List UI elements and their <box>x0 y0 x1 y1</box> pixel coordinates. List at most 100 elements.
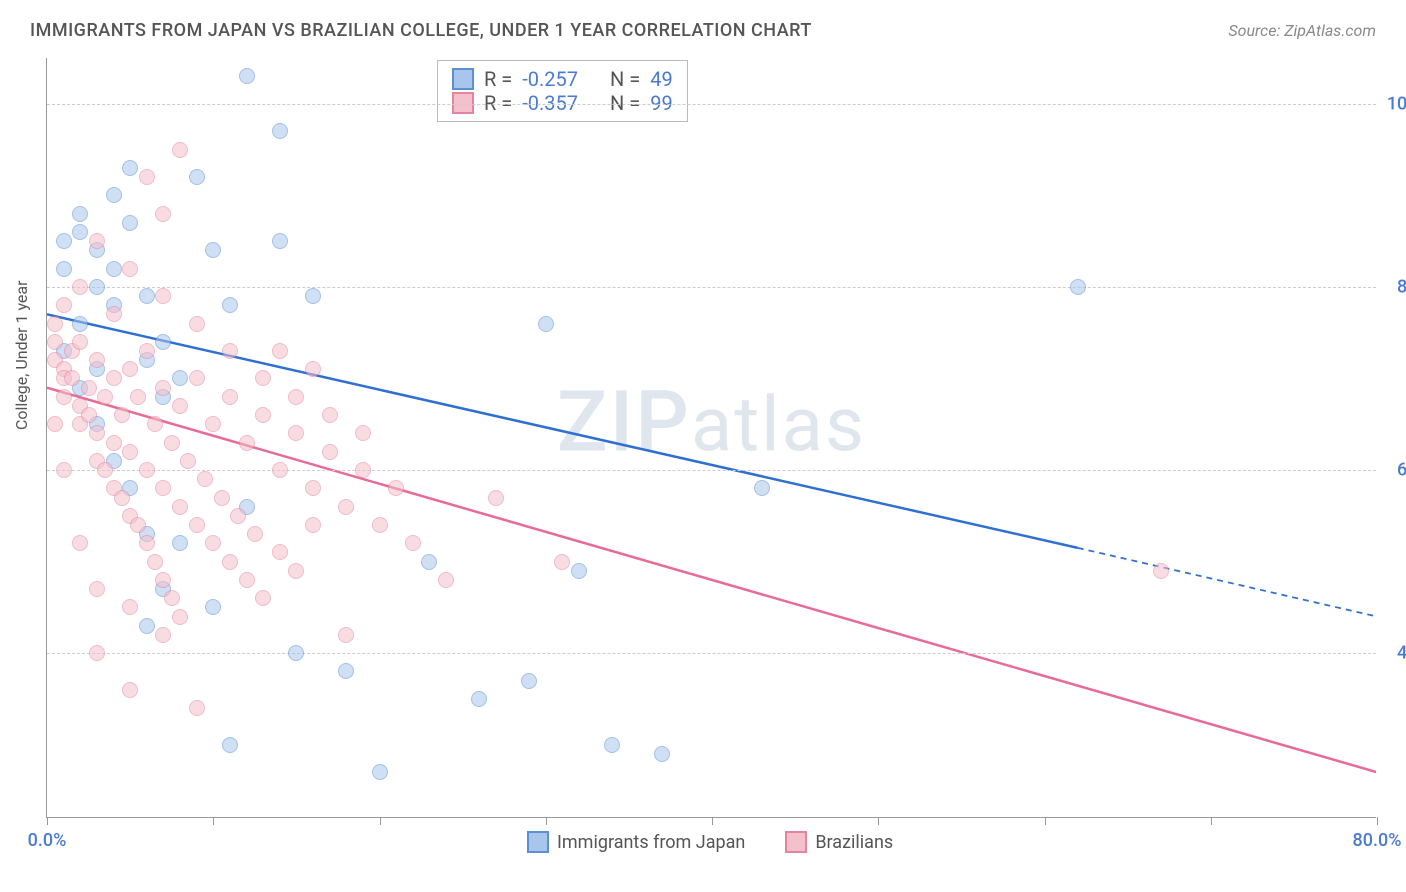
x-tick <box>712 817 713 825</box>
data-point <box>172 398 188 414</box>
data-point <box>155 334 171 350</box>
data-point <box>122 361 138 377</box>
data-point <box>122 261 138 277</box>
data-point <box>571 563 587 579</box>
data-point <box>205 599 221 615</box>
data-point <box>155 288 171 304</box>
y-tick-label: 100.0% <box>1386 93 1406 114</box>
data-point <box>421 554 437 570</box>
regression-line <box>47 314 1078 547</box>
gridline <box>47 104 1376 105</box>
data-point <box>106 261 122 277</box>
data-point <box>230 508 246 524</box>
data-point <box>272 544 288 560</box>
data-point <box>654 746 670 762</box>
data-point <box>471 691 487 707</box>
legend-label-brazil: Brazilians <box>815 832 893 853</box>
y-tick-label: 40.0% <box>1386 643 1406 664</box>
data-point <box>89 279 105 295</box>
data-point <box>322 444 338 460</box>
data-point <box>89 581 105 597</box>
data-point <box>172 535 188 551</box>
data-point <box>189 370 205 386</box>
data-point <box>189 169 205 185</box>
data-point <box>56 462 72 478</box>
legend-row-japan: R = -0.257 N = 49 <box>452 67 673 91</box>
data-point <box>214 490 230 506</box>
data-point <box>122 160 138 176</box>
n-label: N = <box>610 67 640 91</box>
data-point <box>122 682 138 698</box>
data-point <box>239 435 255 451</box>
data-point <box>754 480 770 496</box>
data-point <box>288 389 304 405</box>
data-point <box>114 490 130 506</box>
data-point <box>239 572 255 588</box>
data-point <box>147 554 163 570</box>
data-point <box>538 316 554 332</box>
data-point <box>247 526 263 542</box>
data-point <box>47 334 63 350</box>
data-point <box>222 343 238 359</box>
data-point <box>139 535 155 551</box>
data-point <box>180 453 196 469</box>
data-point <box>97 462 113 478</box>
data-point <box>56 297 72 313</box>
data-point <box>272 462 288 478</box>
data-point <box>106 306 122 322</box>
data-point <box>72 279 88 295</box>
data-point <box>89 425 105 441</box>
data-point <box>338 663 354 679</box>
x-tick <box>213 817 214 825</box>
x-tick <box>380 817 381 825</box>
data-point <box>72 224 88 240</box>
data-point <box>288 425 304 441</box>
data-point <box>122 215 138 231</box>
x-tick-label: 80.0% <box>1353 830 1402 851</box>
data-point <box>189 316 205 332</box>
r-value-japan: -0.257 <box>522 67 578 91</box>
data-point <box>288 563 304 579</box>
data-point <box>222 389 238 405</box>
legend-swatch-japan-icon <box>527 831 549 853</box>
data-point <box>272 343 288 359</box>
x-tick <box>546 817 547 825</box>
data-point <box>288 645 304 661</box>
x-tick <box>1211 817 1212 825</box>
data-point <box>130 389 146 405</box>
data-point <box>372 764 388 780</box>
regression-line-extrapolated <box>1078 548 1376 617</box>
data-point <box>239 68 255 84</box>
data-point <box>521 673 537 689</box>
data-point <box>155 380 171 396</box>
data-point <box>255 590 271 606</box>
data-point <box>554 554 570 570</box>
data-point <box>272 123 288 139</box>
data-point <box>81 380 97 396</box>
series-legend: Immigrants from Japan Brazilians <box>527 831 893 853</box>
data-point <box>56 233 72 249</box>
x-tick <box>47 817 48 825</box>
data-point <box>89 233 105 249</box>
data-point <box>89 352 105 368</box>
data-point <box>139 462 155 478</box>
data-point <box>139 169 155 185</box>
data-point <box>130 517 146 533</box>
data-point <box>164 590 180 606</box>
data-point <box>164 435 180 451</box>
data-point <box>222 737 238 753</box>
data-point <box>255 370 271 386</box>
legend-item-japan: Immigrants from Japan <box>527 831 745 853</box>
source-attribution: Source: ZipAtlas.com <box>1228 21 1376 40</box>
data-point <box>255 407 271 423</box>
data-point <box>305 361 321 377</box>
correlation-legend: R = -0.257 N = 49 R = -0.357 N = 99 <box>437 60 688 122</box>
data-point <box>355 425 371 441</box>
data-point <box>372 517 388 533</box>
data-point <box>147 416 163 432</box>
data-point <box>139 288 155 304</box>
data-point <box>139 343 155 359</box>
data-point <box>172 609 188 625</box>
x-tick <box>878 817 879 825</box>
y-tick-label: 60.0% <box>1386 460 1406 481</box>
